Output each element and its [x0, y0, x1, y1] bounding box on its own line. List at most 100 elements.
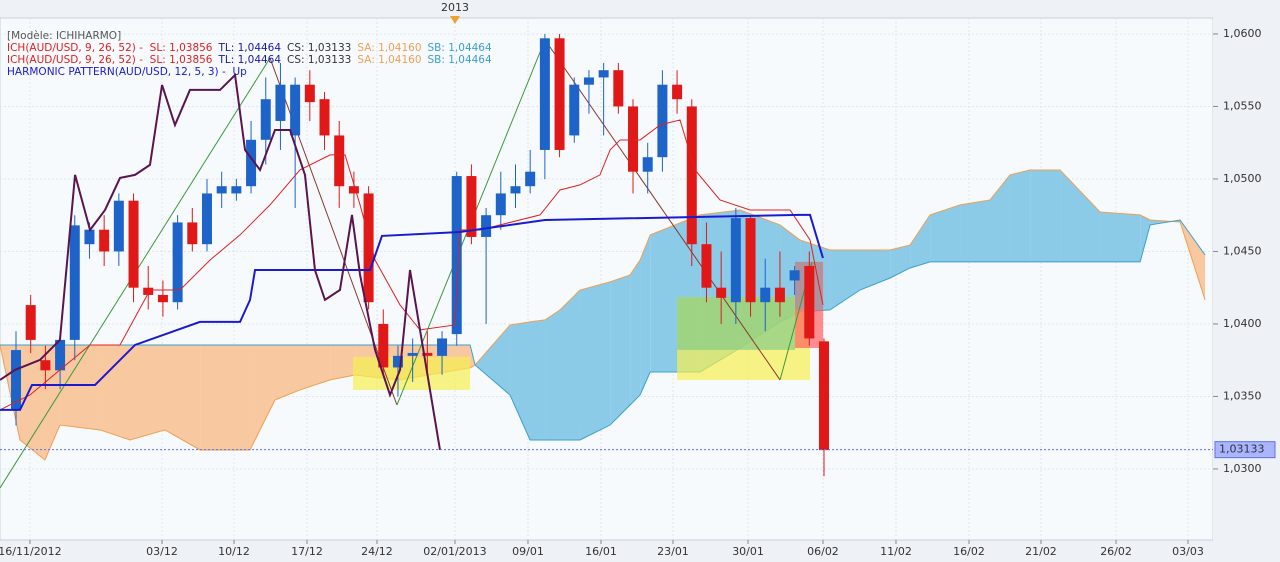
cloud-fill: [930, 204, 961, 262]
candle-body: [172, 222, 183, 303]
candle-body: [113, 200, 124, 252]
candle-body: [25, 305, 36, 340]
cloud-fill: [299, 344, 331, 390]
candle-body: [319, 99, 330, 136]
candle-body: [157, 294, 168, 303]
cloud-fill: [560, 290, 580, 440]
candle-body: [628, 106, 639, 172]
candle-body: [275, 84, 286, 121]
cloud-fill: [1100, 212, 1141, 262]
y-tick-label: 1,0600: [1223, 27, 1262, 40]
candle-body: [334, 135, 345, 187]
x-tick-label: 26/02: [1100, 545, 1132, 558]
legend-row: ICH(AUD/USD, 9, 26, 52) - SL: 1,03856 TL:…: [7, 54, 498, 66]
legend-text: TL: 1,04464: [218, 42, 282, 54]
x-tick-label: 17/12: [291, 545, 323, 558]
cloud-fill: [610, 274, 631, 426]
cloud-fill: [989, 174, 1010, 262]
candle-body: [745, 218, 756, 303]
legend-text: HARMONIC PATTERN(AUD/USD, 12, 5, 3) - Up: [7, 66, 247, 78]
candle-body: [143, 287, 154, 295]
candle-body: [466, 176, 477, 237]
x-tick-label: 09/01: [512, 545, 544, 558]
candle-body: [642, 157, 653, 172]
cloud-fill: [1060, 169, 1101, 262]
cloud-fill: [630, 260, 641, 406]
pattern-zone: [353, 357, 471, 390]
candle-body: [99, 229, 110, 252]
last-price-label: 1,03133: [1219, 443, 1265, 456]
indicator-line: [0, 72, 441, 451]
cloud-fill: [579, 281, 611, 440]
candle-body: [583, 77, 594, 85]
candle-body: [701, 244, 712, 288]
cloud-fill: [475, 324, 511, 395]
cloud-fill: [859, 250, 891, 291]
legend-row: ICH(AUD/USD, 9, 26, 52) - SL: 1,03856 TL:…: [7, 42, 498, 54]
candle-body: [598, 70, 609, 78]
legend-row: HARMONIC PATTERN(AUD/USD, 12, 5, 3) - Up: [7, 66, 498, 78]
cloud-fill: [100, 344, 131, 440]
candle-body: [672, 84, 683, 100]
candle-body: [11, 350, 22, 410]
legend-text: ICH(AUD/USD, 9, 26, 52) - SL: 1,03856: [7, 54, 213, 66]
cloud-fill: [510, 321, 531, 440]
x-tick-label: 02/01/2013: [423, 545, 486, 558]
x-tick-label: 03/03: [1172, 545, 1204, 558]
candle-body: [422, 352, 433, 356]
candle-body: [128, 200, 139, 288]
candle-body: [231, 186, 242, 194]
legend-row: [Modèle: ICHIHARMO]: [7, 30, 498, 42]
candle-body: [216, 186, 227, 194]
x-tick-label: 24/12: [361, 545, 393, 558]
legend-text: [Modèle: ICHIHARMO]: [7, 30, 122, 42]
candle-body: [260, 99, 271, 140]
x-tick-label: 21/02: [1025, 545, 1057, 558]
candle-body: [510, 186, 521, 194]
year-marker: [449, 16, 460, 24]
y-tick-label: 1,0450: [1223, 244, 1262, 257]
cloud-fill: [1030, 169, 1061, 262]
x-tick-label: 03/12: [146, 545, 178, 558]
candle-body: [539, 38, 550, 150]
y-tick-label: 1,0350: [1223, 389, 1262, 402]
candle-body: [716, 287, 727, 298]
y-tick-label: 1,0500: [1223, 172, 1262, 185]
candle-body: [657, 84, 668, 158]
candle-body: [55, 339, 66, 371]
cloud-fill: [200, 344, 251, 450]
cloud-fill: [44, 344, 60, 460]
candle-body: [451, 176, 462, 335]
cloud-fill: [59, 344, 101, 430]
x-tick-label: 23/01: [657, 545, 689, 558]
legend-text: SA: 1,04160: [357, 54, 422, 66]
legend-text: SB: 1,04464: [427, 54, 492, 66]
y-tick-label: 1,0550: [1223, 99, 1262, 112]
pattern-leg: [544, 39, 781, 381]
x-tick-label: 11/02: [880, 545, 912, 558]
candle-body: [774, 287, 785, 303]
candle-body: [760, 287, 771, 303]
plot-area: [0, 17, 1214, 541]
cloud-fill: [910, 214, 931, 268]
cloud-fill: [1009, 169, 1031, 262]
y-tick-label: 1,0400: [1223, 317, 1262, 330]
candle-body: [84, 229, 95, 245]
last-price-box: [1214, 441, 1276, 459]
cloud-fill: [275, 344, 300, 400]
candle-body: [804, 265, 815, 339]
candle-body: [818, 341, 829, 451]
legend-text: SB: 1,04464: [427, 42, 492, 54]
candle-body: [304, 84, 315, 103]
candle-body: [40, 360, 51, 371]
cloud-fill: [530, 319, 546, 440]
x-tick-label: 10/12: [218, 545, 250, 558]
candle-body: [525, 171, 536, 187]
x-tick-label: 06/02: [807, 545, 839, 558]
legend-text: ICH(AUD/USD, 9, 26, 52) - SL: 1,03856: [7, 42, 213, 54]
candle-body: [730, 218, 741, 303]
candle-body: [686, 106, 697, 245]
cloud-fill: [960, 199, 990, 262]
